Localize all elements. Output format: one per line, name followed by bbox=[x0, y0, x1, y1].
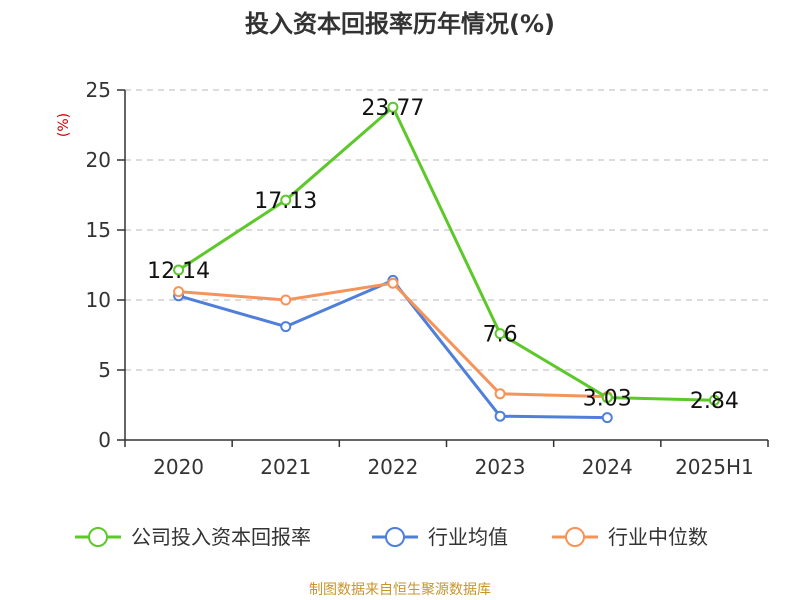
data-label: 3.03 bbox=[583, 387, 632, 412]
legend-marker bbox=[88, 527, 108, 547]
grid-lines bbox=[125, 89, 768, 371]
legend-item[interactable]: 行业中位数 bbox=[552, 525, 708, 549]
data-label: 17.13 bbox=[254, 189, 317, 214]
y-tick-label: 15 bbox=[86, 218, 111, 242]
y-tick-label: 0 bbox=[98, 428, 111, 452]
legend-item[interactable]: 行业均值 bbox=[372, 525, 508, 549]
data-label: 23.77 bbox=[361, 96, 424, 121]
y-tick-label: 25 bbox=[86, 78, 111, 102]
legend-marker bbox=[385, 527, 405, 547]
data-label: 7.6 bbox=[483, 323, 518, 348]
y-axis-unit: (%) bbox=[56, 113, 72, 137]
data-point bbox=[494, 410, 506, 422]
x-tick-label: 2023 bbox=[475, 455, 526, 479]
source-note: 制图数据来自恒生聚源数据库 bbox=[309, 582, 491, 598]
x-tick-label: 2020 bbox=[153, 455, 204, 479]
data-point bbox=[387, 277, 399, 289]
series-lines bbox=[173, 101, 720, 424]
y-tick-label: 20 bbox=[86, 148, 111, 172]
data-label: 12.14 bbox=[147, 259, 210, 284]
axes: 0 5 10 15 20 25 2020 2021 2022 2023 2024 2025H1 bbox=[86, 78, 769, 479]
legend-label: 行业均值 bbox=[428, 525, 508, 549]
data-labels: 12.14 17.13 23.77 7.6 3.03 2.84 bbox=[147, 96, 739, 414]
data-point bbox=[494, 388, 506, 400]
legend-marker bbox=[565, 527, 585, 547]
legend-label: 公司投入资本回报率 bbox=[131, 525, 311, 549]
y-tick-label: 10 bbox=[86, 288, 111, 312]
x-tick-label: 2024 bbox=[582, 455, 633, 479]
x-tick-label: 2022 bbox=[367, 455, 418, 479]
data-point bbox=[173, 286, 185, 298]
series-line bbox=[177, 105, 715, 402]
legend-label: 行业中位数 bbox=[608, 525, 708, 549]
x-tick-label: 2021 bbox=[260, 455, 311, 479]
legend-item[interactable]: 公司投入资本回报率 bbox=[75, 525, 311, 549]
data-label: 2.84 bbox=[690, 389, 739, 414]
data-point bbox=[387, 101, 399, 113]
data-point bbox=[601, 412, 613, 424]
x-tick-label: 2025H1 bbox=[675, 455, 754, 479]
y-tick-label: 5 bbox=[98, 358, 111, 382]
series-line bbox=[178, 278, 608, 420]
data-point bbox=[280, 321, 292, 333]
data-point bbox=[494, 328, 506, 340]
data-point bbox=[280, 294, 292, 306]
legend: 公司投入资本回报率 行业均值 行业中位数 bbox=[75, 525, 708, 549]
data-point bbox=[708, 394, 720, 406]
data-point bbox=[173, 264, 185, 276]
chart-title: 投入资本回报率历年情况(%) bbox=[245, 10, 555, 38]
data-point bbox=[601, 392, 613, 404]
data-point bbox=[280, 194, 292, 206]
